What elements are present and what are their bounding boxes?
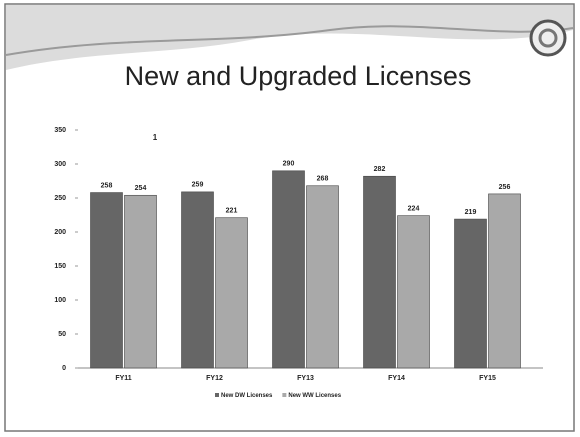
annotation: 1 [153, 133, 158, 142]
x-tick-label: FY12 [206, 375, 223, 382]
value-label: 290 [283, 161, 295, 168]
y-tick-label: 150 [54, 263, 66, 270]
bar [454, 218, 487, 369]
bar [181, 191, 214, 369]
bar [397, 215, 430, 369]
bar [306, 185, 339, 369]
x-tick-label: FY13 [297, 375, 314, 382]
header-wave [6, 5, 573, 70]
value-label: 221 [226, 208, 238, 215]
value-label: 282 [374, 166, 386, 173]
header-wave-line [5, 25, 574, 56]
y-tick-label: 50 [58, 331, 66, 338]
value-label: 268 [317, 176, 329, 183]
logo [529, 19, 567, 57]
value-label: 224 [408, 206, 420, 213]
x-tick-label: FY15 [479, 375, 496, 382]
y-tick-label: 100 [54, 297, 66, 304]
bar [215, 217, 248, 369]
bar [488, 193, 521, 369]
y-tick-label: 300 [54, 161, 66, 168]
legend-label: New DW Licenses [221, 393, 273, 399]
legend-swatch [282, 393, 287, 397]
legend-swatch [215, 393, 219, 397]
value-label: 256 [499, 184, 511, 191]
bar [272, 170, 305, 369]
y-tick-label: 200 [54, 229, 66, 236]
bar [363, 175, 396, 369]
y-tick-label: 350 [54, 127, 66, 134]
bar [124, 194, 157, 369]
value-label: 254 [135, 185, 147, 192]
x-tick-label: FY11 [115, 375, 131, 382]
value-label: 258 [101, 182, 113, 189]
value-label: 219 [465, 209, 477, 216]
x-tick-label: FY14 [388, 375, 405, 382]
legend-label: New WW Licenses [288, 393, 341, 399]
logo-inner [538, 28, 558, 48]
value-label: 259 [192, 182, 204, 189]
slide-title: New and Upgraded Licenses [125, 61, 472, 91]
bar [90, 192, 123, 369]
y-tick-label: 0 [62, 365, 66, 372]
y-tick-label: 250 [54, 195, 66, 202]
